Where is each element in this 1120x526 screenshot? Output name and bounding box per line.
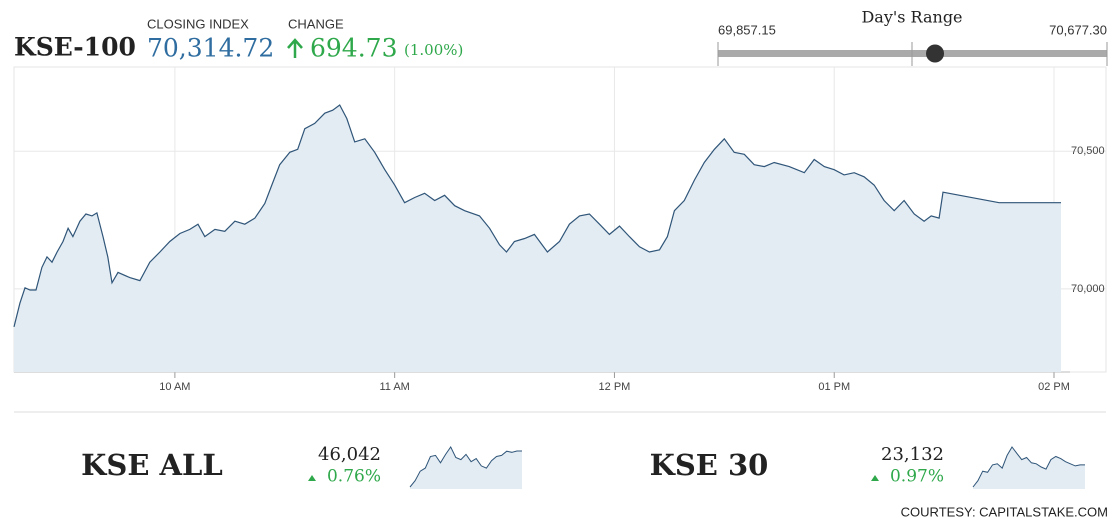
x-tick-label: 02 PM [1038,381,1070,393]
index-name: KSE ALL [81,448,223,482]
index-change: 0.97% [890,467,944,487]
x-tick-label: 11 AM [379,381,409,393]
sparkline [409,446,522,488]
closing-index: 70,314.72 [147,34,274,63]
range-high: 70,677.30 [1049,22,1107,37]
y-tick-label: 70,500 [1071,145,1105,157]
up-triangle [871,475,879,481]
change: 694.73 [310,34,397,63]
range-title: Day's Range [861,8,962,27]
index-change: 0.76% [327,467,381,487]
range-knob [926,44,945,63]
symbol: KSE-100 [14,33,136,62]
index-value: 46,042 [318,444,381,465]
sparkline [972,446,1085,488]
line [13,104,1061,328]
index-name: KSE 30 [650,448,769,482]
x-tick-label: 01 PM [818,381,850,393]
up-arrow [287,38,303,58]
x-tick-label: 12 PM [599,381,631,393]
footer: COURTESY: CAPITALSTAKE.COM [901,504,1108,519]
y-tick-label: 70,000 [1071,283,1105,295]
area [14,105,1062,372]
change-label: CHANGE [288,16,344,31]
x-tick-label: 10 AM [159,381,190,393]
range-knob-layer [926,44,945,63]
up-triangle [308,475,316,481]
chart: 70,000 70,500 10 AM 11 AM 12 PM 01 PM 02 PM [13,67,1106,393]
change-pct: (1.00%) [404,41,463,59]
sparkline-area [410,447,522,489]
index-value: 23,132 [881,444,944,465]
closing-label: CLOSING INDEX [147,16,249,31]
range-low: 69,857.15 [718,22,776,37]
